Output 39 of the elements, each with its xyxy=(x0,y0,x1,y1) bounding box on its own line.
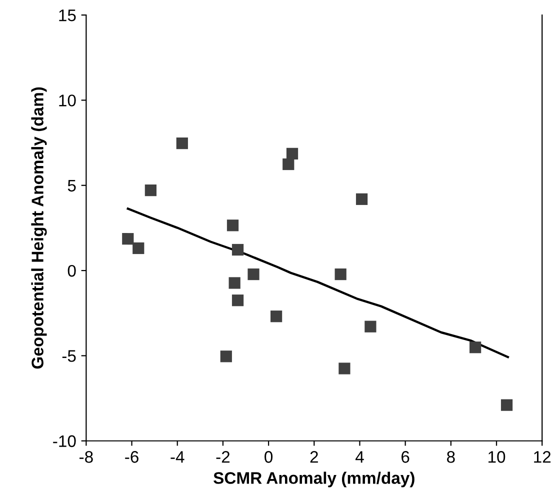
point xyxy=(282,158,294,170)
point xyxy=(356,193,368,205)
point xyxy=(248,268,260,280)
x-tick-label: -8 xyxy=(80,451,93,463)
point xyxy=(122,233,134,245)
x-tick-label: 8 xyxy=(447,451,455,463)
point xyxy=(232,244,244,256)
point xyxy=(270,310,282,322)
y-tick-label: -10 xyxy=(53,435,76,448)
y-axis-title: Geopotential Height Anomaly (dam) xyxy=(31,87,47,369)
y-tick-label: 0 xyxy=(68,264,76,277)
point xyxy=(470,342,482,354)
x-tick-label: 6 xyxy=(402,451,410,463)
y-tick-label: 15 xyxy=(59,10,76,22)
y-tick-label: 5 xyxy=(68,180,76,192)
point xyxy=(286,148,298,160)
x-tick-label: -6 xyxy=(125,451,138,463)
point xyxy=(500,399,513,411)
x-tick-label: 12 xyxy=(534,451,551,463)
x-tick-label: 2 xyxy=(310,451,318,463)
point xyxy=(334,268,346,280)
point xyxy=(226,220,239,232)
point xyxy=(176,137,188,150)
x-axis-title: SCMR Anomaly (mm/day) xyxy=(214,472,414,488)
point xyxy=(338,362,350,374)
y-tick-label: 10 xyxy=(59,94,76,106)
x-tick-label: 10 xyxy=(488,451,506,463)
point xyxy=(220,350,232,362)
line-series xyxy=(126,208,510,358)
x-tick-label: -4 xyxy=(170,451,184,463)
x-tick-label: 0 xyxy=(264,451,273,463)
x-tick-label: 4 xyxy=(355,451,364,463)
point xyxy=(232,294,244,306)
x-tick-label: -2 xyxy=(216,451,230,463)
point xyxy=(364,320,376,332)
y-tick-label: -5 xyxy=(62,350,76,362)
point xyxy=(144,184,157,196)
point xyxy=(132,242,144,254)
point xyxy=(228,277,240,289)
